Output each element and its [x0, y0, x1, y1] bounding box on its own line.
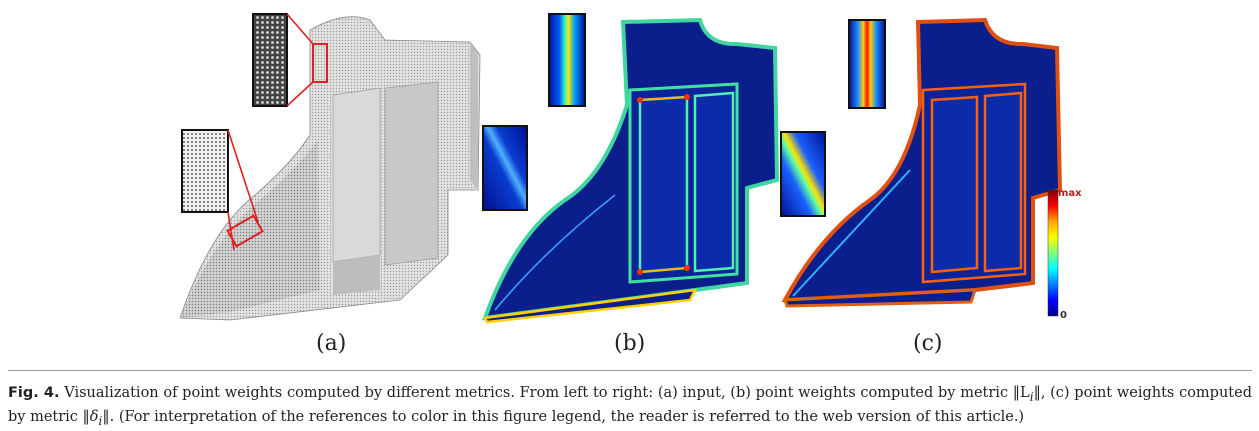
figure-label: Fig. 4. — [8, 385, 60, 401]
caption-divider — [8, 370, 1252, 371]
zoom-inset-left — [181, 129, 229, 213]
panel-a-render — [179, 13, 481, 321]
subfigure-label-b: (b) — [614, 331, 646, 356]
panel-c-image: max 0 — [775, 0, 1095, 335]
colorbar — [1047, 189, 1059, 317]
zoom-inset-top — [548, 13, 586, 107]
metric-b-symbol: ‖Li‖ — [1012, 385, 1041, 404]
panel-b-render — [481, 13, 780, 324]
figure-caption: Fig. 4. Visualization of point weights c… — [8, 383, 1252, 431]
caption-text-1: Visualization of point weights computed … — [64, 385, 1013, 401]
caption-text-3: . (For interpretation of the references … — [109, 408, 1025, 425]
panel-a-image — [170, 0, 500, 335]
subfigure-label-c: (c) — [913, 331, 943, 356]
zoom-region-top — [312, 43, 328, 83]
panel-c-render: max 0 — [780, 17, 1082, 321]
zoom-inset-top — [252, 13, 288, 107]
metric-c-symbol: ‖δi‖ — [82, 408, 110, 428]
subfigure-label-a: (a) — [316, 331, 347, 356]
caption-text-2: , (c) point weights computed by metric — [8, 385, 1252, 425]
colorbar-min-label: 0 — [1060, 310, 1067, 321]
colorbar-max-label: max — [1058, 188, 1082, 199]
zoom-inset-left — [482, 125, 528, 211]
zoom-inset-top — [848, 19, 886, 109]
zoom-inset-left — [780, 131, 826, 217]
panel-b-image — [475, 0, 805, 335]
